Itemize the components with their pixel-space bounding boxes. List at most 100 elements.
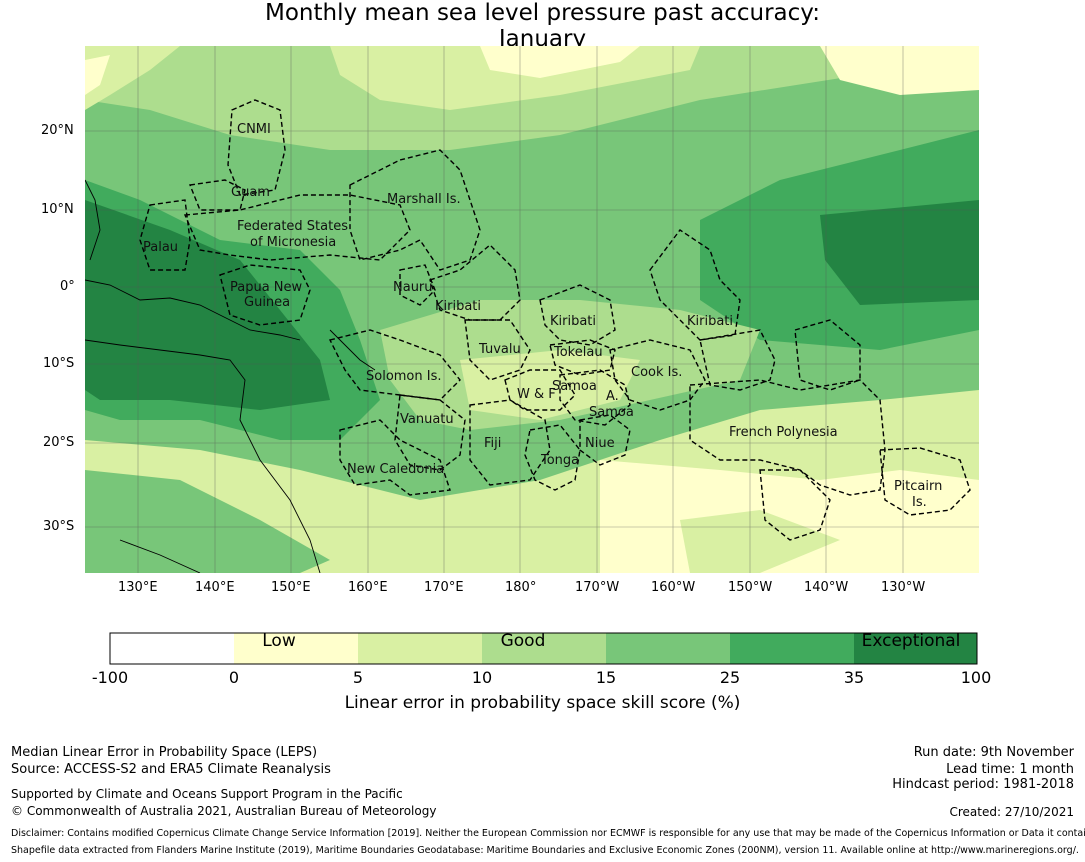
eez-palau: [139, 199, 191, 271]
colorbar-bin-25: [730, 633, 854, 664]
footer-copyright: © Commonwealth of Australia 2021, Austra…: [11, 804, 437, 818]
colorbar-tick: 10: [471, 668, 493, 687]
region-label: Nauru: [393, 280, 433, 295]
region-label: Guam: [231, 185, 270, 200]
lon-label: 150°W: [728, 580, 773, 595]
lon-label: 170°E: [424, 580, 464, 595]
region-label: Tokelau: [553, 345, 603, 360]
field-west-exceptional: [85, 200, 330, 410]
australia-south-coast: [119, 539, 201, 573]
eez-kiribati-east: [649, 229, 741, 341]
region-label: Tonga: [540, 453, 579, 468]
region-label: CNMI: [237, 122, 271, 137]
field-ne-low: [820, 46, 979, 95]
region-label: Palau: [143, 240, 178, 255]
footer-metric: Median Linear Error in Probability Space…: [11, 745, 318, 760]
eez-nauru: [399, 264, 436, 306]
region-label: Cook Is.: [631, 365, 682, 380]
footer-run-date: Run date: 9th November: [913, 745, 1074, 760]
colorbar-tick: 5: [352, 668, 364, 687]
lon-label: 130°W: [881, 580, 926, 595]
colorbar-frame: [109, 632, 978, 665]
colorbar-bin-35: [854, 633, 977, 664]
colorbar-bin-5: [358, 633, 482, 664]
region-label: W & F: [517, 387, 556, 402]
eez-marshall: [349, 149, 481, 271]
eez-wallis: [504, 369, 576, 411]
coastlines: [85, 179, 376, 573]
region-label: Kiribati: [550, 314, 596, 329]
region-label: of Micronesia: [250, 235, 336, 250]
lat-label: 0°: [60, 279, 75, 294]
colorbar-tick: -100: [91, 668, 129, 687]
colorbar-category-exceptional: Exceptional: [861, 631, 961, 651]
eez-french-polynesia: [689, 379, 886, 496]
colorbar-category-low: Low: [262, 631, 296, 651]
region-label: Kiribati: [687, 314, 733, 329]
lon-label: 140°W: [804, 580, 849, 595]
footer-source: Source: ACCESS-S2 and ERA5 Climate Reana…: [11, 762, 331, 777]
eez-austral: [759, 469, 831, 541]
lat-label: 30°S: [43, 519, 75, 534]
lon-label: 170°W: [575, 580, 620, 595]
australia-coast: [85, 339, 321, 573]
colorbar-bin-white: [110, 633, 234, 664]
colorbar: [109, 632, 978, 665]
eez-cnmi: [227, 99, 286, 196]
field-sw-good: [85, 470, 330, 573]
eez-fsm: [183, 194, 411, 261]
lon-label: 140°E: [195, 580, 235, 595]
lon-label: 180°: [505, 580, 537, 595]
colorbar-tick: 15: [595, 668, 617, 687]
colorbar-bin-15: [606, 633, 730, 664]
eez-niue: [579, 414, 631, 466]
eez-solomon: [328, 329, 461, 401]
region-label: Samoa: [552, 379, 597, 394]
region-label: Guinea: [244, 295, 290, 310]
region-label: Solomon Is.: [366, 369, 442, 384]
eez-samoa: [559, 369, 631, 426]
skill-field: [85, 46, 979, 573]
eez-png: [219, 264, 311, 326]
lat-label: 20°S: [43, 435, 75, 450]
eez-kiribati-central: [539, 284, 616, 346]
eez-boundaries: [139, 99, 971, 541]
region-label: Kiribati: [435, 299, 481, 314]
region-label: Vanuatu: [400, 412, 454, 427]
lon-label: 130°E: [118, 580, 158, 595]
graticule: [85, 46, 979, 573]
field-nw-fair: [85, 46, 180, 110]
region-label: Niue: [585, 436, 615, 451]
lat-label: 10°N: [41, 202, 74, 217]
lon-label: 150°E: [271, 580, 311, 595]
eez-polynesia-north: [794, 319, 861, 391]
lat-label: 10°S: [43, 356, 75, 371]
field-nw-low: [85, 55, 110, 95]
eez-guam: [189, 179, 246, 211]
footer-support: Supported by Climate and Oceans Support …: [11, 787, 403, 801]
colorbar-tick: 25: [719, 668, 741, 687]
footer-shapefile-credit: Shapefile data extracted from Flanders M…: [11, 845, 1079, 856]
field-south-patch: [680, 510, 840, 573]
region-label: Pitcairn: [894, 479, 942, 494]
eez-fiji: [469, 399, 551, 486]
solomon-coast: [329, 329, 376, 371]
region-label: Samoa: [589, 405, 634, 420]
region-label: Tuvalu: [478, 342, 521, 357]
philippines-coast: [85, 179, 101, 261]
eez-marquesas: [699, 329, 776, 391]
lat-label: 20°N: [41, 123, 74, 138]
region-label: Marshall Is.: [387, 192, 461, 207]
colorbar-label: Linear error in probability space skill …: [344, 693, 741, 713]
region-label: Is.: [912, 495, 927, 510]
region-labels: CNMI Guam Marshall Is. Federated States …: [143, 122, 942, 510]
eez-tuvalu: [464, 319, 531, 381]
lon-label: 160°W: [651, 580, 696, 595]
colorbar-bin-low: [234, 633, 358, 664]
lon-label: 160°E: [348, 580, 388, 595]
region-label: Federated States: [237, 219, 348, 234]
region-label: French Polynesia: [729, 425, 838, 440]
footer-created: Created: 27/10/2021: [949, 805, 1074, 819]
region-label: Fiji: [484, 436, 501, 451]
